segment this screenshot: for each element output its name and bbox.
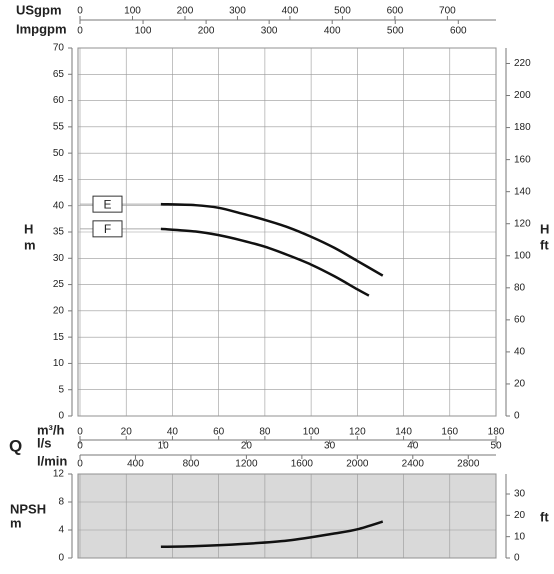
flow-tick-label: 1600	[291, 459, 314, 470]
flow-tick-label: 30	[324, 441, 336, 452]
y-tick-label: 60	[53, 95, 65, 106]
flow-tick-label: 40	[407, 441, 419, 452]
y-tick-label: 25	[53, 279, 65, 290]
y-tick-label: 0	[58, 411, 64, 422]
flow-tick-label: 0	[77, 427, 83, 438]
y2-tick-label: 80	[514, 282, 526, 293]
y2-tick-label: 200	[514, 90, 531, 101]
flow-tick-label: 400	[127, 459, 144, 470]
y-tick-label: 65	[53, 69, 65, 80]
flow-tick-label: 100	[135, 26, 152, 37]
legend-box	[92, 220, 123, 238]
flow-tick-label: 2000	[346, 459, 369, 470]
flow-tick-label: 400	[324, 26, 341, 37]
y-tick-label: 10	[53, 358, 65, 369]
flow-tick-label: 2800	[457, 459, 480, 470]
flow-tick-label: 500	[387, 26, 404, 37]
y-label: H	[24, 221, 33, 236]
legend-box	[92, 195, 123, 213]
flow-tick-label: 600	[450, 26, 467, 37]
y2-tick-label: 220	[514, 58, 531, 69]
flow-tick-label: 100	[303, 427, 320, 438]
y-tick-label: 0	[58, 553, 64, 564]
flow-tick-label: 0	[77, 441, 83, 452]
y2-tick-label: 140	[514, 186, 531, 197]
flow-tick-label: 1200	[235, 459, 258, 470]
flow-tick-label: 20	[241, 441, 253, 452]
flow-tick-label: 80	[259, 427, 271, 438]
flow-label: Q	[9, 436, 22, 455]
flow-tick-label: 300	[261, 26, 278, 37]
y2-tick-label: 120	[514, 218, 531, 229]
y-tick-label: 15	[53, 332, 65, 343]
flow-tick-label: 120	[349, 427, 366, 438]
flow-axis-label: USgpm	[16, 2, 62, 17]
y-unit: m	[10, 515, 22, 530]
flow-tick-label: 20	[121, 427, 133, 438]
y-tick-label: 5	[58, 384, 64, 395]
y-unit: m	[24, 237, 36, 252]
plot-area	[77, 473, 497, 559]
y2-tick-label: 30	[514, 489, 526, 500]
y-tick-label: 70	[53, 43, 65, 54]
y2-unit: ft	[540, 237, 549, 252]
flow-tick-label: 40	[167, 427, 179, 438]
y-tick-label: 4	[58, 525, 64, 536]
legend-label: F	[104, 222, 111, 236]
curve	[160, 227, 370, 297]
flow-tick-label: 800	[183, 459, 200, 470]
y2-label: H	[540, 221, 549, 236]
curve	[160, 202, 384, 277]
flow-tick-label: 200	[198, 26, 215, 37]
y2-tick-label: 20	[514, 510, 526, 521]
flow-axis-label: l/min	[37, 453, 67, 468]
y2-tick-label: 0	[514, 411, 520, 422]
y-tick-label: 8	[58, 497, 64, 508]
y-tick-label: 20	[53, 305, 65, 316]
flow-tick-label: 400	[282, 6, 299, 17]
y-tick-label: 45	[53, 174, 65, 185]
y-tick-label: 55	[53, 121, 65, 132]
flow-tick-label: 600	[387, 6, 404, 17]
curve	[160, 520, 384, 549]
y-label: NPSH	[10, 501, 46, 516]
y2-tick-label: 160	[514, 154, 531, 165]
y2-tick-label: 40	[514, 347, 526, 358]
y2-tick-label: 0	[514, 553, 520, 564]
flow-tick-label: 0	[77, 26, 83, 37]
flow-axis-label: Impgpm	[16, 21, 67, 36]
flow-tick-label: 0	[77, 459, 83, 470]
y2-tick-label: 100	[514, 250, 531, 261]
flow-tick-label: 50	[490, 441, 502, 452]
flow-tick-label: 200	[177, 6, 194, 17]
y-tick-label: 30	[53, 253, 65, 264]
flow-axis-label: m³/h	[37, 422, 65, 437]
flow-tick-label: 700	[439, 6, 456, 17]
flow-axis-label: l/s	[37, 435, 51, 450]
y-tick-label: 50	[53, 148, 65, 159]
flow-tick-label: 160	[441, 427, 458, 438]
y-tick-label: 35	[53, 227, 65, 238]
y2-tick-label: 10	[514, 531, 526, 542]
y-tick-label: 12	[53, 469, 65, 480]
flow-tick-label: 300	[229, 6, 246, 17]
flow-tick-label: 180	[488, 427, 505, 438]
y-tick-label: 40	[53, 200, 65, 211]
legend-label: E	[103, 197, 111, 211]
flow-tick-label: 500	[334, 6, 351, 17]
y2-unit: ft	[540, 509, 549, 524]
flow-tick-label: 0	[77, 6, 83, 17]
flow-tick-label: 140	[395, 427, 412, 438]
y2-tick-label: 180	[514, 122, 531, 133]
flow-tick-label: 100	[124, 6, 141, 17]
y2-tick-label: 60	[514, 314, 526, 325]
flow-tick-label: 10	[158, 441, 170, 452]
flow-tick-label: 60	[213, 427, 225, 438]
flow-tick-label: 2400	[402, 459, 425, 470]
y2-tick-label: 20	[514, 379, 526, 390]
